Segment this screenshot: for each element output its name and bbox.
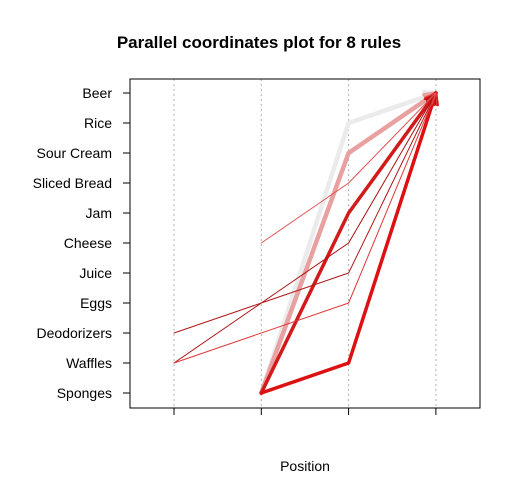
y-tick-label-rice: Rice xyxy=(84,115,112,131)
y-tick-label-sour-cream: Sour Cream xyxy=(37,145,112,161)
grid-lines xyxy=(173,79,437,408)
y-tick-label-cheese: Cheese xyxy=(64,235,112,251)
y-tick-label-waffles: Waffles xyxy=(66,355,112,371)
rule-arrowhead-8 xyxy=(424,92,437,105)
rule-line-1 xyxy=(259,90,439,396)
rule-lines xyxy=(173,89,439,396)
rule-line-2 xyxy=(259,90,439,396)
rule-line-4 xyxy=(259,91,438,395)
x-axis-label: Position xyxy=(280,458,330,474)
y-tick-label-sliced-bread: Sliced Bread xyxy=(33,175,112,191)
ticks xyxy=(123,92,437,415)
y-tick-label-deodorizers: Deodorizers xyxy=(37,325,112,341)
plot-border xyxy=(129,78,481,409)
y-tick-label-juice: Juice xyxy=(79,265,112,281)
rule-line-6 xyxy=(173,92,437,334)
y-tick-label-eggs: Eggs xyxy=(80,295,112,311)
y-tick-label-jam: Jam xyxy=(86,205,112,221)
rule-line-5 xyxy=(173,92,437,364)
rule-line-8 xyxy=(260,92,437,244)
rule-line-3 xyxy=(259,91,438,395)
rule-line-7 xyxy=(173,92,437,364)
y-tick-label-sponges: Sponges xyxy=(57,385,112,401)
y-tick-label-beer: Beer xyxy=(82,85,112,101)
chart-title: Parallel coordinates plot for 8 rules xyxy=(117,33,401,52)
y-tick-labels: Sponges Waffles Deodorizers Eggs Juice Cheese… xyxy=(33,85,113,401)
